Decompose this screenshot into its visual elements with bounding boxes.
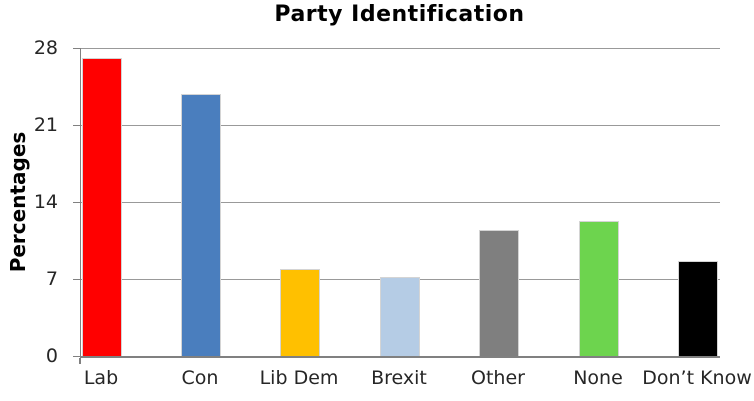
gridline-y-14 — [81, 201, 720, 203]
y-tick-label-28: 28 — [33, 37, 58, 59]
bar-brexit — [380, 276, 420, 356]
x-tick-label-brexit: Brexit — [371, 367, 427, 389]
x-tick-label-con: Con — [181, 367, 219, 389]
y-tick-mark-21 — [73, 124, 80, 126]
y-tick-mark-7 — [73, 278, 80, 280]
bar-don-t-know — [678, 261, 718, 356]
bar-con — [181, 94, 221, 356]
bar-lib-dem — [280, 269, 320, 356]
bar-lab — [82, 57, 122, 356]
y-tick-label-7: 7 — [45, 268, 58, 290]
y-tick-label-0: 0 — [45, 345, 58, 367]
y-tick-mark-28 — [73, 47, 80, 49]
y-tick-mark-0 — [73, 355, 80, 357]
y-tick-mark-14 — [73, 201, 80, 203]
plot-area — [80, 47, 720, 358]
x-tick-label-none: None — [573, 367, 623, 389]
chart-title: Party Identification — [274, 2, 525, 27]
x-tick-label-lib-dem: Lib Dem — [259, 367, 339, 389]
x-tick-label-lab: Lab — [83, 367, 119, 389]
x-tick-label-don-t-know: Don’t Know — [642, 367, 752, 389]
gridline-y-21 — [81, 124, 720, 126]
gridline-y-28 — [81, 47, 720, 49]
y-tick-label-14: 14 — [33, 191, 58, 213]
bar-other — [479, 229, 519, 356]
x-tick-label-other: Other — [471, 367, 525, 389]
x-axis-origin-tick — [79, 358, 81, 364]
bar-none — [579, 220, 619, 356]
y-tick-label-21: 21 — [33, 114, 58, 136]
